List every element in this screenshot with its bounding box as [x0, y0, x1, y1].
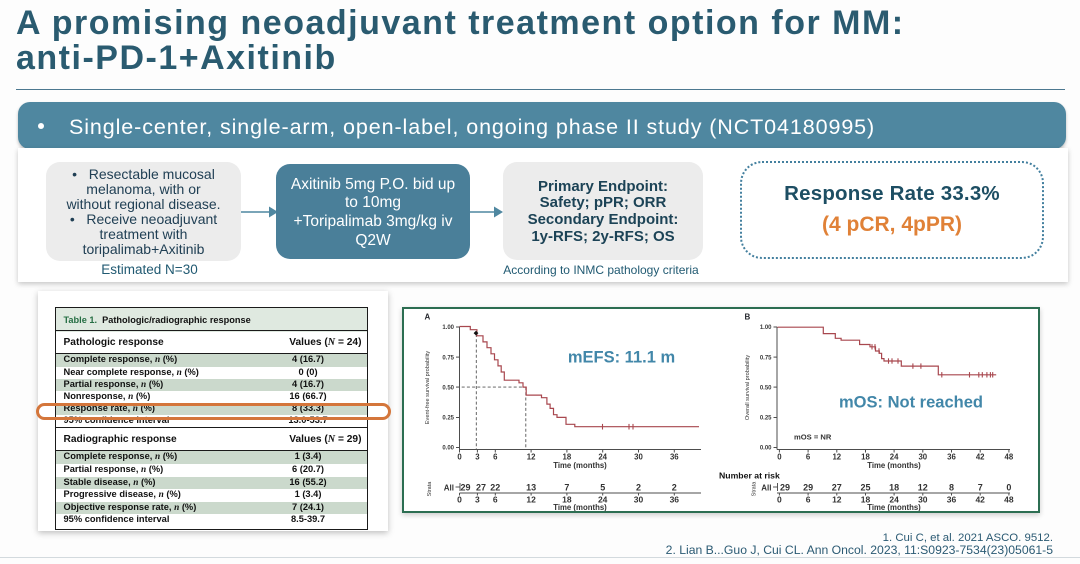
svg-text:All: All [443, 483, 453, 492]
svg-text:36: 36 [946, 494, 956, 504]
svg-text:22: 22 [490, 482, 500, 492]
svg-text:42: 42 [975, 452, 984, 461]
svg-text:12: 12 [917, 482, 927, 492]
svg-text:0: 0 [777, 452, 782, 461]
svg-text:Time (months): Time (months) [867, 503, 921, 511]
svg-text:6: 6 [805, 494, 810, 504]
svg-text:6: 6 [805, 452, 810, 461]
svg-text:18: 18 [889, 482, 899, 492]
svg-text:24: 24 [598, 452, 607, 461]
svg-text:3: 3 [475, 452, 480, 461]
svg-text:27: 27 [831, 482, 841, 492]
svg-text:18: 18 [860, 494, 870, 504]
svg-text:18: 18 [562, 452, 571, 461]
svg-text:0.25: 0.25 [759, 415, 771, 421]
svg-text:29: 29 [803, 482, 813, 492]
svg-text:18: 18 [861, 452, 870, 461]
svg-text:6: 6 [493, 452, 498, 461]
svg-text:24: 24 [889, 452, 898, 461]
svg-text:7: 7 [977, 482, 982, 492]
svg-text:Strata: Strata [751, 480, 757, 496]
svg-text:0: 0 [457, 452, 462, 461]
svg-text:Event-free survival probabilit: Event-free survival probability [425, 350, 431, 424]
svg-text:18: 18 [562, 494, 572, 504]
svg-text:25: 25 [860, 482, 870, 492]
svg-text:Overall survival probability: Overall survival probability [745, 354, 751, 419]
svg-text:A: A [424, 312, 430, 321]
svg-text:5: 5 [600, 482, 605, 492]
svg-text:30: 30 [918, 494, 928, 504]
svg-text:27: 27 [475, 482, 485, 492]
svg-text:0.00: 0.00 [442, 445, 454, 451]
svg-text:Time (months): Time (months) [553, 461, 607, 470]
svg-text:Time (months): Time (months) [553, 503, 607, 511]
svg-text:0.00: 0.00 [759, 445, 771, 451]
svg-text:0.25: 0.25 [442, 415, 454, 421]
svg-text:All: All [761, 483, 771, 492]
svg-text:3: 3 [475, 494, 480, 504]
svg-text:0.75: 0.75 [759, 355, 771, 361]
svg-text:0.50: 0.50 [442, 385, 454, 391]
svg-text:B: B [744, 312, 750, 321]
svg-text:6: 6 [492, 494, 497, 504]
svg-text:30: 30 [634, 452, 643, 461]
svg-text:Number at risk: Number at risk [719, 470, 780, 480]
svg-text:1.00: 1.00 [759, 325, 771, 331]
svg-text:36: 36 [947, 452, 956, 461]
svg-text:30: 30 [918, 452, 927, 461]
svg-text:42: 42 [975, 494, 985, 504]
svg-text:0: 0 [457, 494, 462, 504]
svg-text:0: 0 [1006, 482, 1011, 492]
svg-text:mOS: Not reached: mOS: Not reached [839, 393, 983, 411]
svg-text:13: 13 [526, 482, 536, 492]
svg-text:mEFS: 11.1 m: mEFS: 11.1 m [567, 348, 674, 366]
svg-text:48: 48 [1004, 452, 1013, 461]
svg-text:24: 24 [597, 494, 607, 504]
svg-text:36: 36 [669, 494, 679, 504]
svg-text:1.00: 1.00 [442, 325, 454, 331]
svg-text:36: 36 [669, 452, 678, 461]
svg-text:29: 29 [460, 482, 470, 492]
svg-text:2: 2 [635, 482, 640, 492]
svg-text:12: 12 [832, 494, 842, 504]
svg-text:24: 24 [889, 494, 899, 504]
svg-text:0.50: 0.50 [759, 385, 771, 391]
svg-text:0.75: 0.75 [442, 355, 454, 361]
svg-text:7: 7 [564, 482, 569, 492]
svg-text:30: 30 [633, 494, 643, 504]
svg-text:Time (months): Time (months) [867, 461, 921, 470]
svg-text:12: 12 [526, 494, 536, 504]
svg-text:8: 8 [948, 482, 953, 492]
svg-text:48: 48 [1004, 494, 1014, 504]
svg-text:2: 2 [671, 482, 676, 492]
svg-text:0: 0 [777, 494, 782, 504]
svg-text:12: 12 [526, 452, 535, 461]
svg-text:29: 29 [779, 482, 789, 492]
svg-text:Strata: Strata [427, 480, 433, 496]
svg-text:mOS = NR: mOS = NR [794, 432, 832, 441]
svg-text:12: 12 [832, 452, 841, 461]
